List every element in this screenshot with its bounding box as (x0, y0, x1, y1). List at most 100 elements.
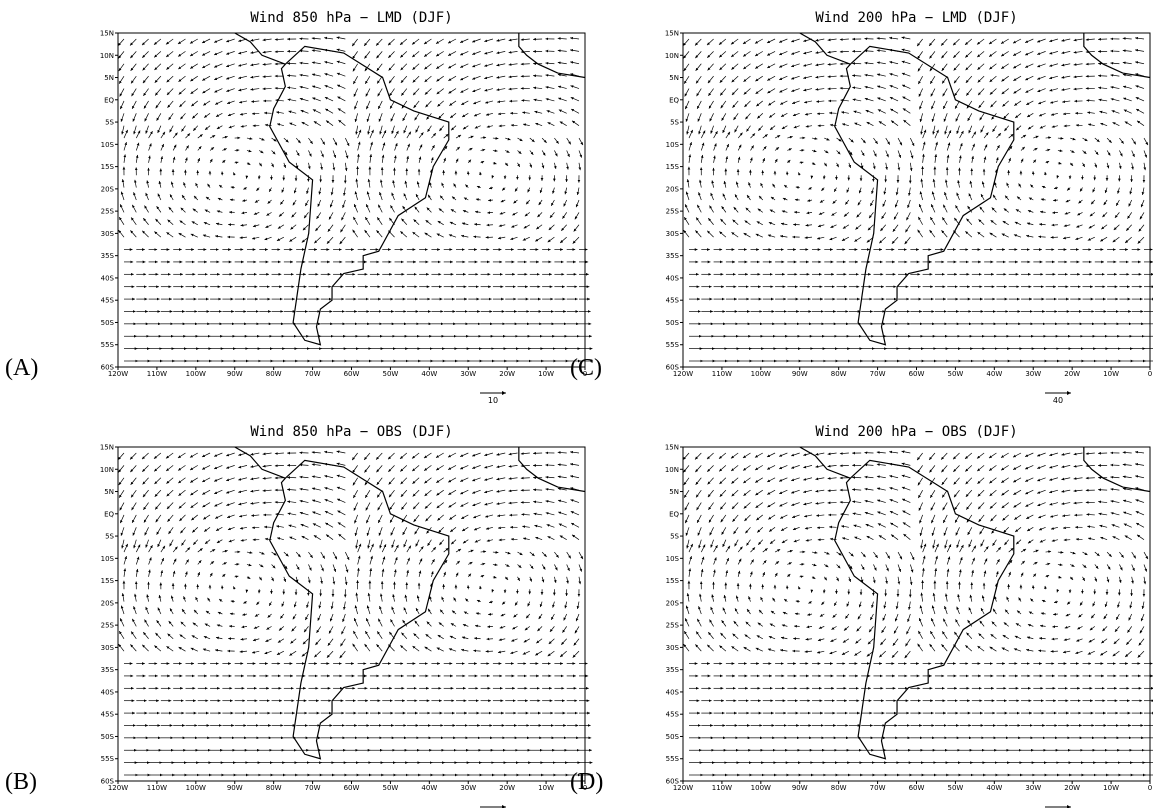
wind-arrow (892, 224, 899, 232)
wind-arrow (241, 211, 248, 215)
wind-arrow (1110, 86, 1120, 89)
wind-arrow (1110, 98, 1120, 102)
wind-arrow (1038, 526, 1046, 531)
wind-arrow (1098, 98, 1108, 102)
wind-arrow (852, 98, 862, 102)
wind-arrow (222, 573, 226, 578)
wind-arrow (170, 181, 174, 188)
wind-arrow (698, 192, 702, 201)
wind-arrow (757, 208, 763, 213)
wind-arrow (889, 450, 899, 454)
wind-arrow (1049, 51, 1059, 55)
lon-tick-label: 90W (227, 784, 243, 792)
lon-tick-label: 50W (382, 370, 398, 378)
wind-arrow (404, 594, 408, 602)
wind-arrow (1070, 137, 1076, 141)
wind-arrow (450, 125, 457, 131)
wind-arrow (979, 527, 985, 535)
map-panel: Wind 200 hPa − OBS (DJF)(D)15N10N5NEQ5S1… (570, 424, 1153, 808)
wind-arrow (965, 51, 973, 58)
wind-arrow (768, 636, 776, 640)
wind-arrow (990, 633, 997, 640)
wind-arrow (431, 144, 435, 151)
wind-arrow (967, 619, 973, 627)
wind-arrow (133, 125, 137, 135)
wind-arrow (1090, 199, 1096, 205)
lon-tick-label: 0 (1148, 370, 1152, 378)
wind-arrow (1033, 573, 1037, 578)
wind-arrow (381, 568, 385, 577)
wind-arrow (215, 526, 223, 532)
wind-arrow (133, 192, 137, 201)
wind-arrow (827, 477, 837, 480)
wind-arrow (791, 465, 800, 469)
wind-arrow (1044, 171, 1047, 176)
wind-arrow (337, 108, 346, 114)
wind-arrow (1122, 73, 1132, 77)
wind-arrow (1001, 233, 1009, 238)
wind-arrow (314, 236, 321, 244)
wind-arrow (376, 51, 383, 59)
wind-arrow (488, 612, 493, 616)
wind-arrow (1124, 650, 1132, 658)
wind-arrow (158, 594, 162, 602)
wind-arrow (779, 88, 788, 93)
wind-arrow (123, 543, 129, 553)
wind-arrow (1006, 182, 1010, 188)
lat-tick-label: 25S (666, 622, 680, 630)
wind-arrow (546, 524, 555, 528)
wind-arrow (214, 502, 223, 507)
wind-arrow (267, 199, 272, 204)
wind-arrow (1077, 626, 1083, 630)
wind-arrow (990, 514, 997, 522)
wind-arrow (745, 113, 751, 120)
wind-arrow (720, 218, 727, 226)
wind-arrow (684, 100, 690, 110)
wind-arrow (1008, 133, 1014, 139)
wind-arrow (685, 605, 690, 615)
wind-arrow (882, 613, 887, 621)
wind-arrow (696, 204, 702, 213)
wind-arrow (195, 596, 199, 602)
wind-arrow (287, 86, 297, 90)
wind-arrow (839, 38, 849, 41)
wind-arrow (864, 49, 874, 53)
wind-arrow (576, 187, 580, 196)
lon-tick-label: 40W (986, 370, 1002, 378)
wind-arrow (400, 465, 408, 472)
wind-arrow (943, 113, 948, 122)
wind-arrow (905, 224, 911, 233)
wind-arrow (719, 88, 727, 96)
wind-arrow (447, 465, 457, 470)
wind-arrow (155, 632, 162, 640)
wind-arrow (438, 208, 444, 213)
wind-arrow (902, 510, 911, 516)
wind-arrow (873, 551, 878, 559)
wind-arrow (325, 108, 334, 114)
wind-arrow (240, 223, 248, 227)
wind-arrow (366, 100, 371, 110)
wind-arrow (981, 181, 985, 188)
wind-arrow (216, 210, 223, 213)
panel-title: Wind 200 hPa − OBS (DJF) (815, 424, 1017, 440)
wind-arrow (377, 618, 383, 627)
wind-arrow (388, 465, 395, 473)
wind-arrow (203, 527, 211, 532)
wind-arrow (201, 477, 211, 483)
wind-arrow (320, 576, 323, 584)
wind-arrow (155, 100, 162, 109)
wind-arrow (216, 125, 223, 130)
lat-tick-label: 45S (666, 711, 680, 719)
wind-arrow (971, 557, 975, 565)
wind-arrow (955, 619, 960, 627)
wind-arrow (976, 465, 985, 472)
wind-arrow (246, 551, 253, 554)
wind-arrow (485, 514, 494, 518)
wind-arrow (311, 49, 321, 52)
wind-arrow (191, 113, 199, 119)
lon-tick-label: 110W (147, 370, 167, 378)
wind-arrow (301, 121, 309, 127)
wind-arrow (1143, 162, 1147, 171)
wind-arrow (178, 502, 186, 509)
wind-arrow (343, 601, 346, 610)
